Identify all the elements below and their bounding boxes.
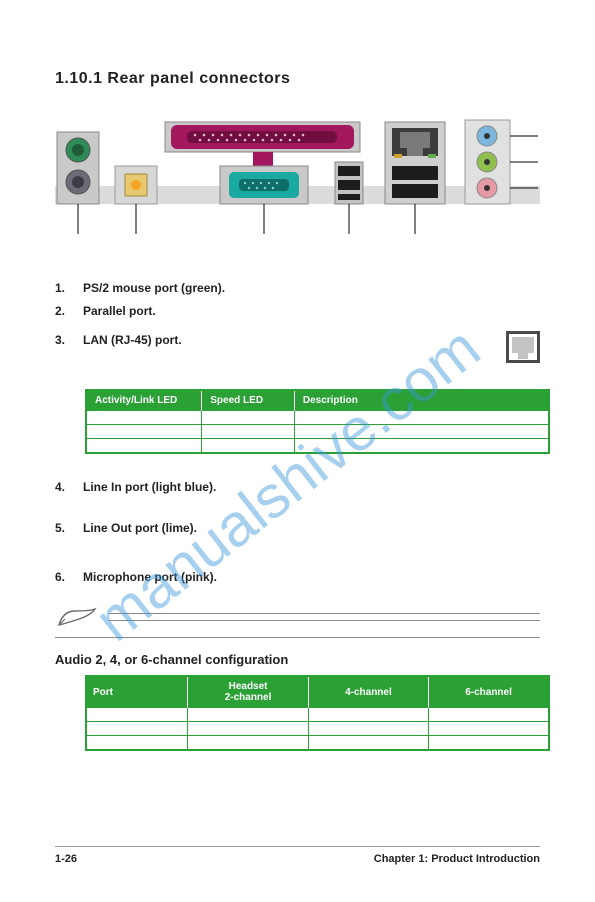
section-title: 1.10.1 Rear panel connectors	[55, 70, 540, 88]
table-header: Speed LED	[202, 390, 295, 411]
table-row	[86, 411, 549, 425]
note-divider	[55, 605, 540, 638]
audio-config-table: Port Headset2-channel 4-channel 6-channe…	[85, 675, 550, 751]
table-header: Headset2-channel	[188, 676, 308, 708]
list-item: 1.PS/2 mouse port (green).	[55, 279, 540, 298]
table-header: Port	[86, 676, 188, 708]
list-item: 2.Parallel port.	[55, 302, 540, 321]
pencil-icon	[55, 605, 99, 629]
led-status-table: Activity/Link LED Speed LED Description	[85, 389, 550, 454]
page-number: 1-26	[55, 853, 77, 865]
chapter-title: Chapter 1: Product Introduction	[374, 853, 540, 865]
table-row	[86, 439, 549, 453]
list-item: 4.Line In port (light blue).	[55, 478, 540, 497]
table-header: 4-channel	[308, 676, 428, 708]
list-item: 5.Line Out port (lime).	[55, 519, 540, 538]
table-header: 6-channel	[429, 676, 549, 708]
list-item: 3.LAN (RJ-45) port.	[55, 331, 540, 350]
table-header: Activity/Link LED	[86, 390, 202, 411]
table-header: Description	[294, 390, 549, 411]
rear-panel-diagram	[55, 114, 540, 249]
table-row	[86, 425, 549, 439]
table-row	[86, 708, 549, 722]
table-row	[86, 736, 549, 750]
connector-list-2: 4.Line In port (light blue). 5.Line Out …	[55, 478, 540, 588]
page-footer: 1-26 Chapter 1: Product Introduction	[55, 846, 540, 865]
table-row	[86, 722, 549, 736]
connector-list: 1.PS/2 mouse port (green). 2.Parallel po…	[55, 279, 540, 321]
list-item: 6.Microphone port (pink).	[55, 568, 540, 587]
audio-config-title: Audio 2, 4, or 6-channel configuration	[55, 652, 540, 667]
lan-port-icon	[506, 331, 540, 368]
